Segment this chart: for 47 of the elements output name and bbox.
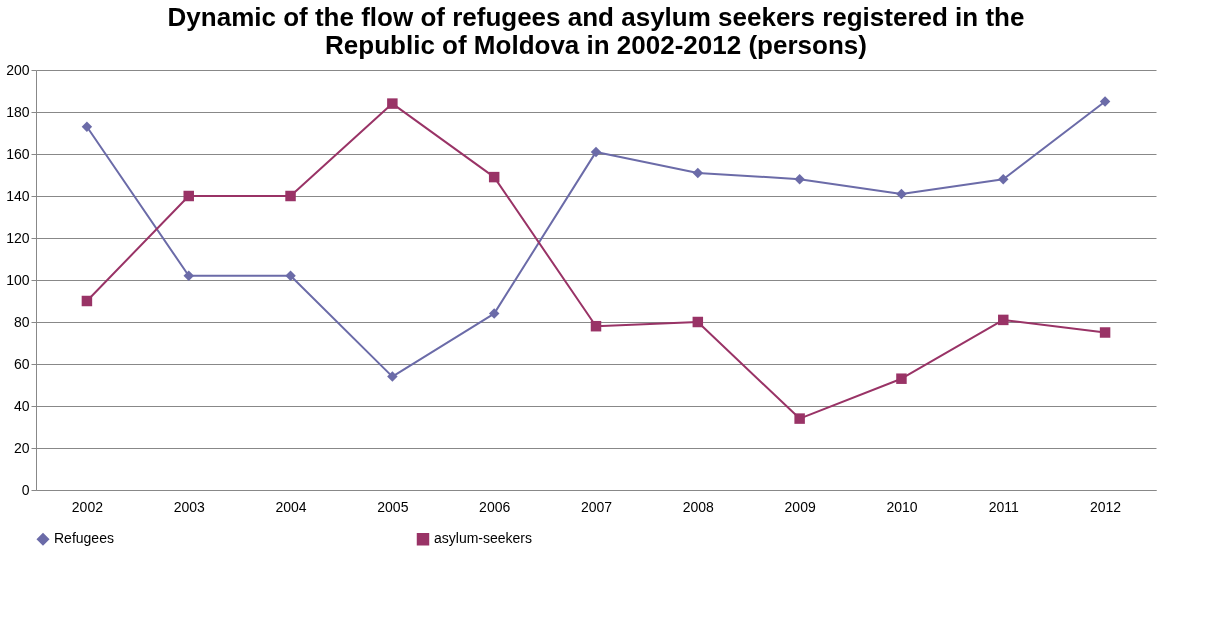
y-tick-label: 140 xyxy=(6,187,30,204)
x-tick-label: 2003 xyxy=(173,498,206,515)
point xyxy=(285,270,296,282)
x-tick-label: 2005 xyxy=(377,498,409,515)
legend-label: Refugees xyxy=(54,530,114,547)
legend-label: asylum-seekers xyxy=(434,530,533,547)
y-tick-label: 200 xyxy=(6,61,30,78)
x-tick-label: 2011 xyxy=(988,498,1020,515)
point xyxy=(692,167,704,179)
point xyxy=(1099,96,1111,107)
y-tick-label: 120 xyxy=(6,229,30,246)
point xyxy=(794,173,805,185)
x-tick-label: 2004 xyxy=(275,498,307,515)
y-tick-label: 100 xyxy=(6,271,30,288)
x-tick-label: 2012 xyxy=(1090,498,1122,515)
point xyxy=(285,190,296,202)
y-tick-label: 40 xyxy=(13,397,30,414)
point xyxy=(183,270,194,282)
point xyxy=(387,371,398,382)
x-tick-label: 2009 xyxy=(784,498,816,515)
point xyxy=(81,295,93,307)
x-tick-label: 2002 xyxy=(71,498,104,515)
chart-title: Dynamic of the flow of refugees and asylum seekers registered in the Republic of Moldova in 2002-2012 (persons) xyxy=(167,2,1025,60)
point xyxy=(896,188,907,200)
point xyxy=(998,173,1009,185)
point xyxy=(488,308,500,319)
point xyxy=(998,314,1009,326)
y-tick-label: 20 xyxy=(13,439,30,456)
point xyxy=(183,190,194,202)
x-tick-label: 2008 xyxy=(682,498,715,515)
point xyxy=(81,121,93,132)
point xyxy=(794,413,805,424)
point xyxy=(590,320,602,332)
y-tick-label: 60 xyxy=(13,355,30,372)
x-tick-label: 2007 xyxy=(580,498,613,515)
x-tick-label: 2010 xyxy=(886,498,918,515)
y-tick-label: 160 xyxy=(6,145,30,162)
point xyxy=(896,373,907,384)
point xyxy=(488,171,500,183)
point xyxy=(387,98,398,109)
x-tick-label: 2006 xyxy=(479,498,511,515)
point xyxy=(692,316,704,328)
y-tick-label: 0 xyxy=(21,481,30,498)
point xyxy=(590,146,602,158)
y-tick-label: 80 xyxy=(13,313,30,330)
y-tick-label: 180 xyxy=(6,103,30,120)
point xyxy=(1099,327,1111,338)
